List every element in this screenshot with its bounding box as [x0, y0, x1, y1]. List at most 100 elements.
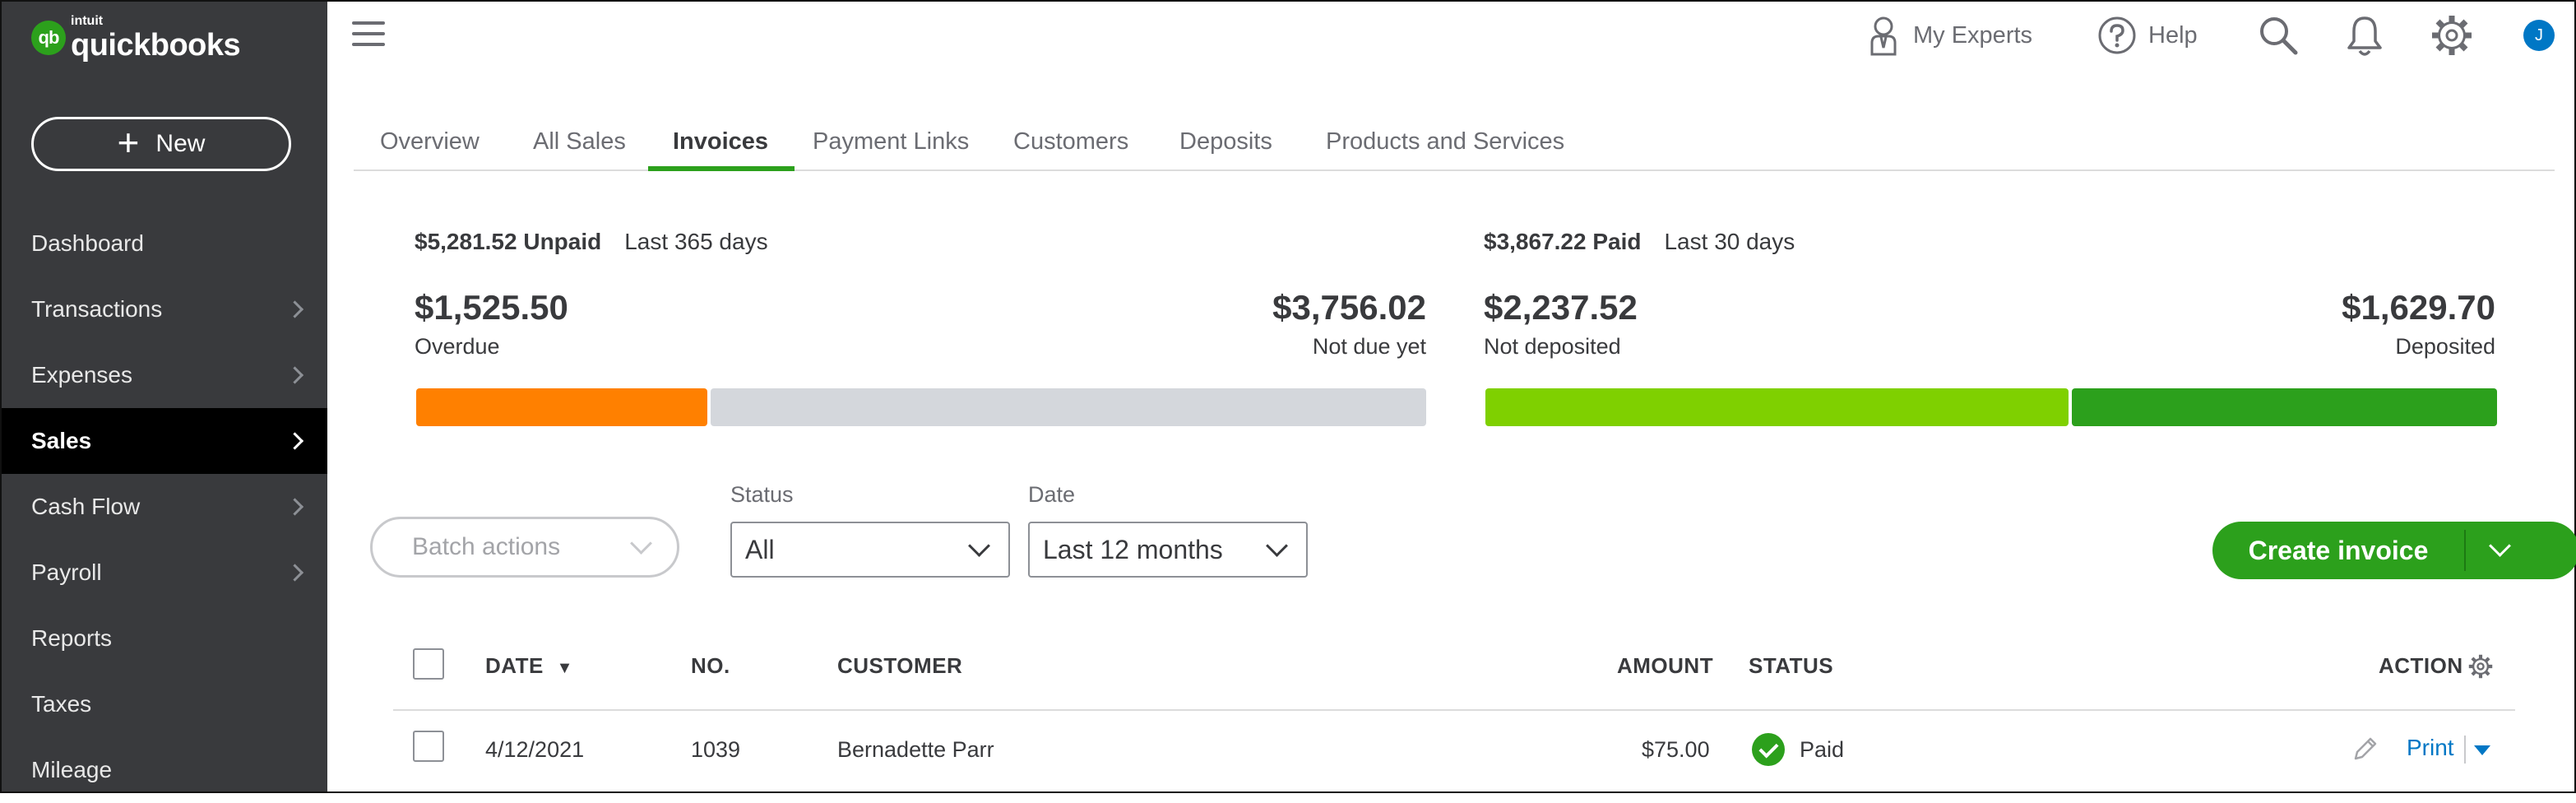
sidebar-item-taxes[interactable]: Taxes: [2, 671, 327, 737]
plus-icon: +: [117, 121, 140, 164]
paid-summary-header: $3,867.22 Paid Last 30 days: [1484, 229, 1795, 255]
tab-all-sales[interactable]: All Sales: [533, 128, 626, 155]
logo-quickbooks-text: quickbooks: [71, 28, 241, 63]
tab-invoices[interactable]: Invoices: [647, 115, 795, 171]
row-status: Paid: [1800, 737, 1845, 762]
logo-wordmark: intuit quickbooks: [71, 14, 241, 63]
deposited-amount[interactable]: $1,629.70: [2342, 288, 2495, 327]
sidebar-item-label: Mileage: [31, 757, 113, 782]
notifications-button[interactable]: [2346, 12, 2384, 59]
tab-payment-links[interactable]: Payment Links: [813, 128, 970, 155]
sidebar-item-label: Taxes: [31, 691, 92, 717]
not-due-amount[interactable]: $3,756.02: [1272, 288, 1426, 327]
not-due-label: Not due yet: [1312, 334, 1426, 359]
date-select-value: Last 12 months: [1043, 534, 1223, 564]
deposited-bar[interactable]: [2072, 388, 2497, 426]
sidebar-item-dashboard[interactable]: Dashboard: [2, 211, 327, 276]
caret-down-icon[interactable]: [2474, 745, 2490, 755]
date-select[interactable]: Last 12 months: [1028, 522, 1308, 578]
expert-person-icon: [1870, 16, 1897, 56]
edit-pencil-icon[interactable]: [2351, 734, 2380, 764]
column-header-date[interactable]: DATE ▼: [485, 653, 573, 679]
quickbooks-logo[interactable]: qb intuit quickbooks: [31, 14, 241, 63]
chevron-down-icon: [1266, 535, 1288, 557]
sidebar-item-label: Reports: [31, 625, 113, 651]
overdue-amount[interactable]: $1,525.50: [415, 288, 568, 327]
sidebar-item-label: Transactions: [31, 296, 163, 322]
column-header-amount[interactable]: AMOUNT: [1617, 653, 1714, 678]
row-customer: Bernadette Parr: [837, 737, 994, 762]
column-header-no[interactable]: NO.: [691, 653, 730, 678]
unpaid-summary-header: $5,281.52 Unpaid Last 365 days: [415, 229, 768, 255]
chevron-right-icon: [285, 432, 304, 450]
sidebar-item-reports[interactable]: Reports: [2, 606, 327, 671]
chevron-right-icon: [285, 300, 304, 318]
paid-check-icon: [1752, 733, 1785, 766]
not-deposited-bar[interactable]: [1485, 388, 2069, 426]
logo-intuit-text: intuit: [71, 14, 104, 28]
date-header-label: DATE: [485, 653, 544, 678]
sidebar-item-transactions[interactable]: Transactions: [2, 276, 327, 342]
sidebar-item-mileage[interactable]: Mileage: [2, 737, 327, 803]
sidebar-item-label: Cash Flow: [31, 494, 141, 519]
sidebar: qb intuit quickbooks + New Dashboard Tra…: [2, 2, 327, 791]
row-amount: $75.00: [1642, 737, 1710, 762]
deposited-label: Deposited: [2395, 334, 2495, 359]
my-experts-button[interactable]: My Experts: [1867, 12, 2032, 59]
chevron-right-icon: [285, 564, 304, 582]
status-filter-label: Status: [730, 482, 794, 507]
not-deposited-amount[interactable]: $2,237.52: [1484, 288, 1638, 327]
my-experts-label: My Experts: [1913, 21, 2033, 49]
tab-overview[interactable]: Overview: [380, 128, 480, 155]
row-checkbox[interactable]: [413, 731, 444, 762]
help-button[interactable]: Help: [2097, 12, 2198, 59]
column-header-action: ACTION: [2379, 653, 2463, 678]
qb-logo-icon: qb: [31, 21, 66, 55]
sidebar-item-expenses[interactable]: Expenses: [2, 342, 327, 408]
sort-desc-icon: ▼: [556, 659, 573, 677]
batch-actions-dropdown[interactable]: Batch actions: [370, 517, 679, 578]
settings-button[interactable]: [2430, 12, 2474, 59]
chevron-down-icon: [968, 535, 990, 557]
not-due-bar[interactable]: [711, 388, 1426, 426]
select-all-checkbox[interactable]: [413, 648, 444, 680]
date-filter-label: Date: [1028, 482, 1076, 507]
tab-products-and-services[interactable]: Products and Services: [1326, 128, 1565, 155]
new-button[interactable]: + New: [31, 117, 291, 171]
tab-deposits[interactable]: Deposits: [1179, 128, 1272, 155]
status-select-value: All: [745, 534, 775, 564]
unpaid-total: $5,281.52 Unpaid: [415, 229, 602, 254]
chevron-down-icon: [2489, 535, 2511, 557]
overdue-label: Overdue: [415, 334, 500, 359]
sidebar-item-sales[interactable]: Sales: [2, 408, 327, 474]
hamburger-icon[interactable]: [352, 21, 385, 46]
sidebar-item-label: Dashboard: [31, 230, 144, 256]
chevron-down-icon: [630, 532, 652, 555]
paid-period: Last 30 days: [1664, 229, 1795, 254]
unpaid-period: Last 365 days: [624, 229, 768, 254]
overdue-bar[interactable]: [416, 388, 707, 426]
action-divider: [2464, 736, 2466, 764]
status-select[interactable]: All: [730, 522, 1010, 578]
print-link[interactable]: Print: [2407, 735, 2454, 760]
column-header-customer[interactable]: CUSTOMER: [837, 653, 963, 678]
user-avatar[interactable]: J: [2523, 20, 2555, 51]
sales-tabs: Overview All Sales Invoices Payment Link…: [354, 115, 2555, 171]
sidebar-item-label: Sales: [31, 428, 92, 453]
create-invoice-dropdown[interactable]: [2466, 522, 2533, 579]
split-divider: [2464, 530, 2466, 571]
create-invoice-button[interactable]: Create invoice: [2248, 535, 2429, 565]
create-invoice-split-button: Create invoice: [2212, 522, 2576, 579]
sidebar-item-label: Expenses: [31, 362, 132, 388]
sidebar-item-cash-flow[interactable]: Cash Flow: [2, 474, 327, 540]
tab-customers[interactable]: Customers: [1013, 128, 1129, 155]
gear-icon: [2432, 16, 2472, 55]
chevron-right-icon: [285, 498, 304, 516]
help-icon: [2098, 16, 2136, 54]
paid-total: $3,867.22 Paid: [1484, 229, 1642, 254]
column-header-status[interactable]: STATUS: [1749, 653, 1834, 678]
search-button[interactable]: [2257, 12, 2300, 59]
sidebar-item-payroll[interactable]: Payroll: [2, 540, 327, 606]
table-settings-gear-icon[interactable]: [2467, 653, 2494, 680]
new-button-label: New: [155, 130, 206, 157]
